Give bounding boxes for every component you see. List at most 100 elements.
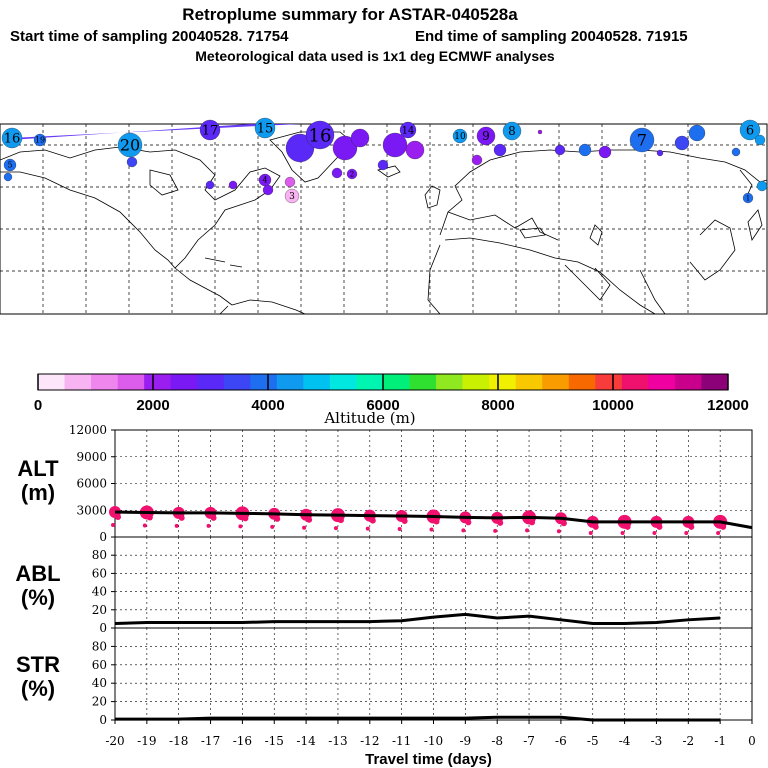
colorbar-swatch [197, 374, 225, 390]
panel-xtick-label: -3 [651, 734, 663, 748]
alt-dot [433, 518, 440, 525]
alt-dot [178, 514, 185, 521]
map-plume-dot [578, 143, 592, 157]
map-plume-label: 17 [202, 124, 219, 139]
retroplume-map: 16 19 20 17 15 16 14 10 9 8 7 6 5 4 3 2 1 [0, 117, 768, 315]
panel-ytick-label: 40 [92, 585, 107, 599]
alt-dot [337, 517, 344, 524]
colorbar-swatch [436, 374, 463, 390]
map-plume-label: 3 [289, 192, 295, 202]
map-plume-dot [399, 121, 417, 139]
colorbar-swatch [276, 374, 304, 390]
panel-xtick-label: -5 [587, 734, 599, 748]
alt-dot [274, 515, 281, 522]
alt-dot [529, 519, 536, 526]
map-plume-dot [331, 167, 343, 179]
alt-dot [560, 520, 567, 527]
colorbar-swatch [595, 374, 623, 390]
altitude-colorbar: 0 2000 4000 6000 8000 10000 12000 Altitude (m) [34, 373, 749, 427]
panel-ytick-label: 6000 [76, 477, 107, 491]
panel-unit-alt: (m) [21, 480, 55, 505]
map-plume-dot [493, 143, 507, 157]
alt-dot [238, 524, 243, 529]
map-plume-label: 5 [7, 161, 12, 170]
panel-xtick-label: -6 [555, 734, 567, 748]
panel-xtick-label: -9 [459, 734, 471, 748]
colorbar-swatch [462, 374, 490, 390]
panel-xtick-label: -1 [714, 734, 726, 748]
panel-xtick-label: -15 [265, 734, 284, 748]
alt-dot [656, 523, 663, 530]
alt-dot [333, 526, 338, 531]
panel-ytick-label: 40 [92, 676, 107, 690]
alt-dot [525, 528, 530, 533]
panel-ytick-label: 20 [92, 695, 107, 709]
map-plume-label: 4 [262, 176, 267, 185]
panel-unit-abl: (%) [21, 585, 55, 610]
x-axis-label: Travel time (days) [365, 751, 492, 768]
colorbar-swatch [648, 374, 676, 390]
alt-dot [306, 516, 313, 523]
panel-ytick-label: 0 [99, 713, 107, 727]
panel-alt: 0 3000 6000 9000 12000 ALT(m) [17, 423, 753, 544]
map-plume-dot [305, 120, 335, 150]
map-plume-dot [126, 156, 138, 168]
panel-abl: 0 20 40 60 80 ABL(%) [15, 536, 753, 635]
map-plume-dot [554, 144, 566, 156]
colorbar-swatch [356, 374, 384, 390]
map-plume-label: 16 [309, 125, 332, 146]
panel-ytick-label: 0 [99, 530, 107, 544]
map-plume-label: 7 [637, 130, 647, 149]
map-plume-dot [3, 172, 13, 182]
alt-dot [210, 514, 217, 521]
map-plume-dot [350, 128, 370, 148]
map-plume-dot [537, 129, 543, 135]
colorbar-swatch [489, 374, 516, 390]
panel-ytick-label: 80 [92, 548, 107, 562]
map-plume-dot [629, 127, 655, 153]
time-series-panels: 030006000900012000ALT(m)020406080ABL(%)0… [15, 423, 755, 768]
colorbar-swatch [170, 374, 198, 390]
alt-dot [242, 515, 249, 522]
alt-dot [720, 523, 727, 530]
panel-ytick-label: 3000 [76, 503, 107, 517]
map-plume-dot [117, 132, 143, 158]
alt-dot [688, 523, 695, 530]
panel-xtick-label: -8 [491, 734, 503, 748]
alt-dot [369, 517, 376, 524]
colorbar-tick-label: 10000 [592, 397, 634, 414]
panel-series-line [115, 715, 721, 722]
map-frame [0, 123, 768, 315]
alt-dot [302, 525, 307, 530]
panel-xtick-label: -18 [169, 734, 188, 748]
map-plume-dot [688, 124, 706, 142]
map-plume-dot [739, 119, 761, 141]
map-plume-label: 10 [454, 132, 466, 142]
alt-dot [684, 531, 689, 535]
colorbar-swatch [303, 374, 331, 390]
title-line3: Meteorological data used is 1x1 deg ECMW… [195, 48, 555, 64]
map-plume-dot [1, 127, 23, 149]
colorbar-swatch [568, 374, 596, 390]
map-plume-dot [476, 126, 496, 146]
panel-ytick-label: 80 [92, 639, 107, 653]
map-plume-label: 6 [746, 124, 754, 139]
alt-dot [588, 531, 593, 535]
map-plume-dot [674, 135, 690, 151]
colorbar-swatch [701, 374, 729, 390]
map-plume-dot [332, 135, 358, 161]
alt-dot [174, 523, 179, 528]
alt-dot [397, 527, 402, 532]
map-plume-label: 8 [508, 124, 516, 138]
map-plume-label: 20 [120, 135, 140, 154]
panel-ytick-label: 12000 [69, 423, 107, 437]
alt-dot [716, 531, 721, 535]
colorbar-swatch [515, 374, 543, 390]
panel-xtick-label: -4 [619, 734, 631, 748]
alt-dot [465, 519, 472, 526]
title-end-time: End time of sampling 20040528. 71915 [415, 28, 688, 45]
map-plume-label: 14 [402, 126, 415, 137]
panel-label-abl: ABL [15, 561, 60, 586]
